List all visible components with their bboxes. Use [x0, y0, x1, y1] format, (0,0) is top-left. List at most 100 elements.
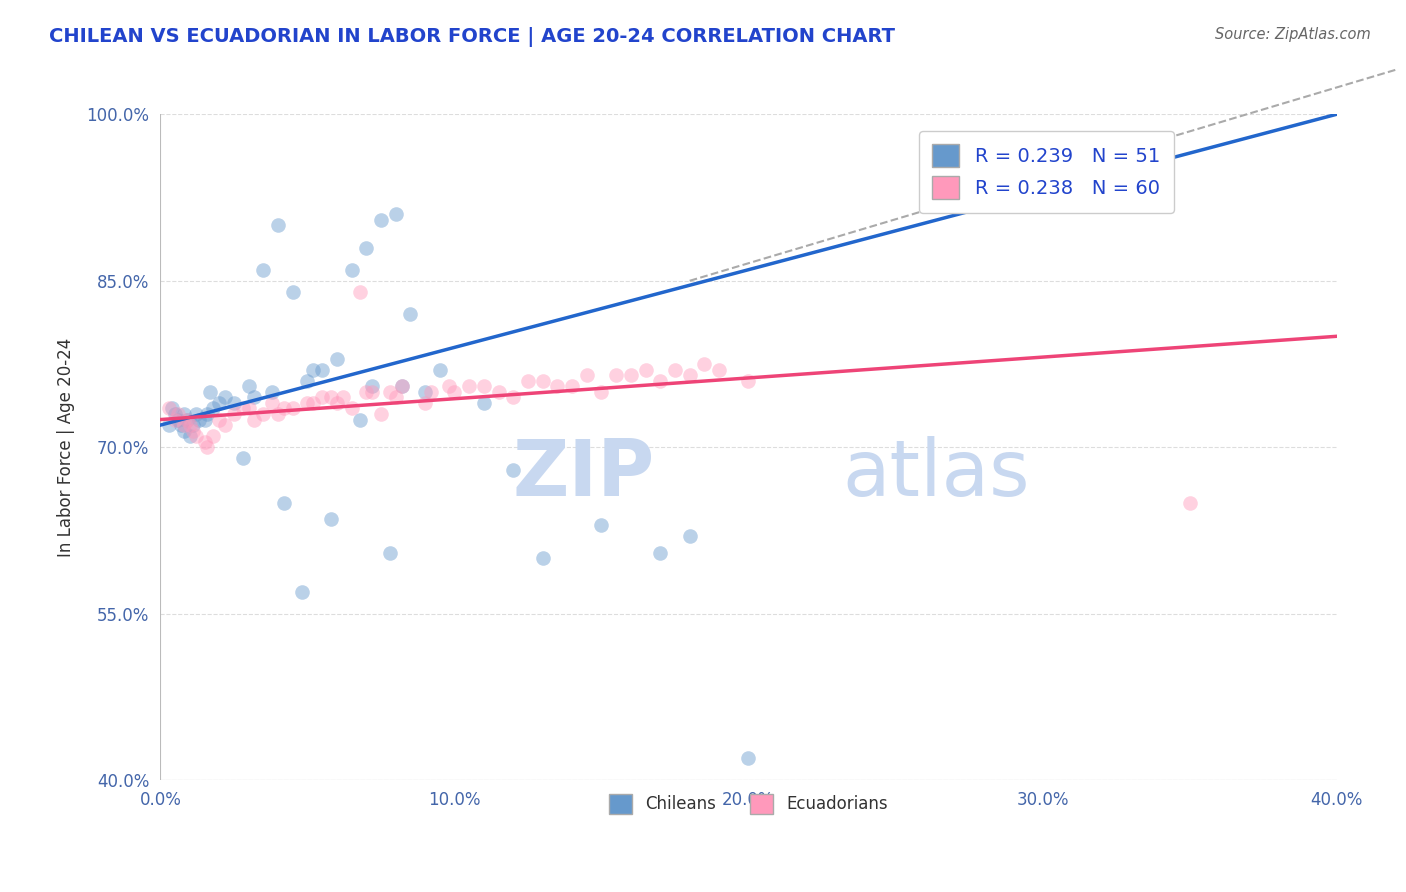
Point	[202, 429, 225, 443]
Text: ZIP: ZIP	[512, 436, 654, 512]
Point	[591, 384, 613, 399]
Point	[311, 362, 333, 376]
Point	[167, 412, 190, 426]
Point	[193, 412, 215, 426]
Point	[181, 418, 204, 433]
Point	[472, 379, 495, 393]
Point	[179, 429, 201, 443]
Point	[361, 384, 384, 399]
Point	[419, 384, 441, 399]
Point	[1178, 496, 1201, 510]
Point	[273, 401, 295, 416]
Point	[160, 401, 183, 416]
Point	[290, 584, 312, 599]
Point	[184, 429, 207, 443]
Point	[200, 384, 222, 399]
Point	[378, 546, 401, 560]
Point	[208, 412, 231, 426]
Point	[267, 407, 290, 421]
Text: atlas: atlas	[842, 436, 1031, 512]
Point	[187, 412, 209, 426]
Point	[243, 390, 266, 404]
Point	[281, 285, 304, 299]
Point	[214, 390, 236, 404]
Point	[399, 307, 422, 321]
Point	[281, 401, 304, 416]
Point	[634, 362, 657, 376]
Point	[502, 462, 524, 476]
Point	[252, 262, 274, 277]
Point	[311, 390, 333, 404]
Point	[232, 451, 254, 466]
Point	[531, 551, 554, 566]
Point	[238, 401, 260, 416]
Point	[232, 401, 254, 416]
Point	[370, 212, 392, 227]
Point	[384, 390, 406, 404]
Point	[605, 368, 627, 383]
Point	[157, 401, 180, 416]
Point	[332, 390, 354, 404]
Point	[326, 396, 349, 410]
Point	[664, 362, 686, 376]
Point	[165, 412, 187, 426]
Legend: Chileans, Ecuadorians: Chileans, Ecuadorians	[600, 786, 897, 822]
Point	[737, 751, 759, 765]
Point	[437, 379, 460, 393]
Point	[302, 362, 325, 376]
Point	[413, 396, 436, 410]
Point	[179, 418, 201, 433]
Point	[326, 351, 349, 366]
Point	[349, 412, 371, 426]
Point	[273, 496, 295, 510]
Point	[222, 407, 245, 421]
Point	[391, 379, 413, 393]
Point	[167, 407, 190, 421]
Point	[297, 374, 319, 388]
Text: Source: ZipAtlas.com: Source: ZipAtlas.com	[1215, 27, 1371, 42]
Point	[184, 407, 207, 421]
Point	[208, 396, 231, 410]
Point	[354, 384, 377, 399]
Point	[370, 407, 392, 421]
Point	[546, 379, 568, 393]
Point	[575, 368, 598, 383]
Point	[472, 396, 495, 410]
Point	[488, 384, 510, 399]
Point	[193, 434, 215, 449]
Point	[429, 362, 451, 376]
Point	[214, 418, 236, 433]
Point	[267, 219, 290, 233]
Point	[252, 407, 274, 421]
Point	[302, 396, 325, 410]
Point	[349, 285, 371, 299]
Point	[502, 390, 524, 404]
Point	[176, 412, 198, 426]
Point	[516, 374, 538, 388]
Point	[361, 379, 384, 393]
Point	[378, 384, 401, 399]
Point	[173, 407, 195, 421]
Point	[319, 390, 342, 404]
Point	[679, 368, 702, 383]
Point	[170, 418, 193, 433]
Point	[650, 374, 672, 388]
Point	[197, 440, 219, 454]
Point	[650, 546, 672, 560]
Point	[297, 396, 319, 410]
Point	[262, 396, 284, 410]
Point	[243, 412, 266, 426]
Point	[173, 424, 195, 438]
Point	[197, 407, 219, 421]
Point	[238, 379, 260, 393]
Point	[591, 518, 613, 533]
Point	[340, 401, 363, 416]
Point	[384, 207, 406, 221]
Point	[181, 424, 204, 438]
Point	[561, 379, 583, 393]
Point	[413, 384, 436, 399]
Point	[458, 379, 481, 393]
Point	[165, 407, 187, 421]
Y-axis label: In Labor Force | Age 20-24: In Labor Force | Age 20-24	[58, 338, 75, 557]
Point	[620, 368, 643, 383]
